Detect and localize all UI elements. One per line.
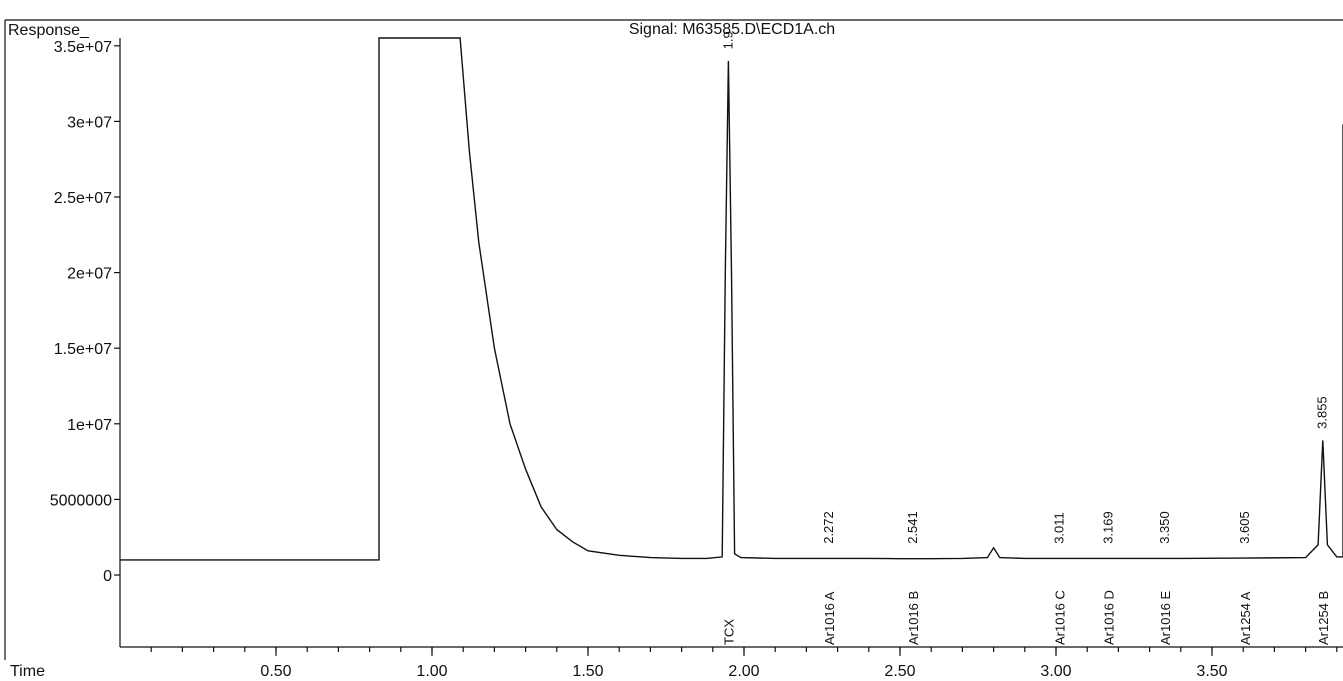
y-tick-label: 5000000 [50, 492, 112, 509]
compound-label: Ar1016 D [1102, 590, 1117, 645]
peak-rt-label: 3.011 [1051, 512, 1066, 544]
peak-labels: 1.92.2722.5413.0113.1693.3503.6053.8554.… [720, 31, 1330, 544]
x-axis-label: Time [10, 663, 45, 680]
y-tick-label: 2.5e+07 [54, 190, 112, 207]
y-ticks: 0 5000000 1e+07 1.5e+07 2e+07 2.5e+07 3e+07 3.5… [50, 39, 120, 585]
compound-label: Ar1016 E [1158, 590, 1173, 645]
y-tick-label: 2e+07 [67, 266, 112, 283]
y-tick-label: 0 [103, 568, 112, 585]
peak-rt-label: 2.541 [905, 511, 920, 544]
x-tick-label: 0.50 [260, 663, 291, 680]
compound-label: Ar1016 C [1052, 590, 1067, 645]
y-tick-label: 1.5e+07 [54, 341, 112, 358]
peak-rt-label: 3.350 [1157, 511, 1172, 544]
compound-label: Ar1254 A [1238, 591, 1253, 645]
peak-rt-label: 3.605 [1237, 511, 1252, 544]
x-tick-label: 1.50 [572, 663, 603, 680]
peak-rt-label: 3.855 [1315, 396, 1330, 429]
x-tick-label: 3.00 [1040, 663, 1071, 680]
peak-rt-label: 2.272 [821, 511, 836, 544]
compound-label: Ar1016 A [822, 591, 837, 645]
y-tick-label: 1e+07 [67, 417, 112, 434]
peak-rt-label: 1.9 [720, 31, 735, 49]
compound-label: Ar1016 B [906, 591, 921, 645]
x-ticks: 0.501.001.502.002.503.003.504.004.505.00… [150, 647, 1338, 680]
chart-title: Signal: M63585.D\ECD1A.ch [629, 21, 835, 38]
peak-rt-label: 3.169 [1101, 511, 1116, 544]
compound-label: Ar1254 B [1316, 591, 1331, 645]
signal-trace [120, 37, 1343, 561]
compound-labels: TCX Ar1016 A Ar1016 B Ar1016 C Ar1016 D Ar101… [721, 590, 1331, 645]
x-tick-label: 2.00 [728, 663, 759, 680]
x-tick-label: 2.50 [884, 663, 915, 680]
series-layer [120, 37, 1343, 561]
y-tick-label: 3.5e+07 [54, 39, 112, 56]
compound-label: TCX [721, 619, 736, 645]
y-axis-label: Response_ [8, 22, 90, 39]
x-tick-label: 3.50 [1196, 663, 1227, 680]
x-tick-label: 1.00 [416, 663, 447, 680]
y-tick-label: 3e+07 [67, 114, 112, 131]
